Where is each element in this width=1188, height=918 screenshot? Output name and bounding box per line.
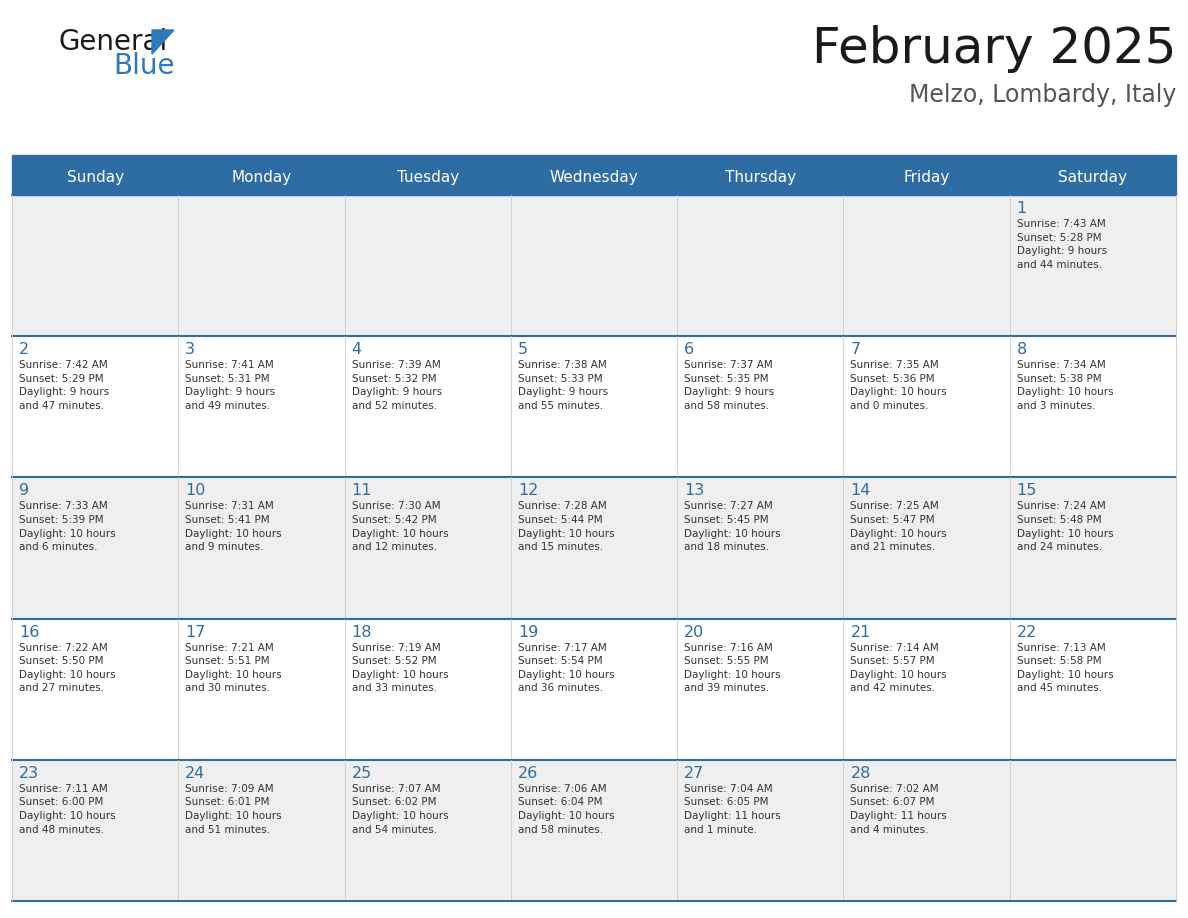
Text: General: General — [58, 28, 168, 56]
Text: Sunrise: 7:19 AM
Sunset: 5:52 PM
Daylight: 10 hours
and 33 minutes.: Sunrise: 7:19 AM Sunset: 5:52 PM Dayligh… — [352, 643, 448, 693]
Text: 24: 24 — [185, 766, 206, 781]
Text: Sunrise: 7:25 AM
Sunset: 5:47 PM
Daylight: 10 hours
and 21 minutes.: Sunrise: 7:25 AM Sunset: 5:47 PM Dayligh… — [851, 501, 947, 553]
Text: Sunrise: 7:16 AM
Sunset: 5:55 PM
Daylight: 10 hours
and 39 minutes.: Sunrise: 7:16 AM Sunset: 5:55 PM Dayligh… — [684, 643, 781, 693]
Text: 10: 10 — [185, 484, 206, 498]
Text: 26: 26 — [518, 766, 538, 781]
Text: Sunrise: 7:06 AM
Sunset: 6:04 PM
Daylight: 10 hours
and 58 minutes.: Sunrise: 7:06 AM Sunset: 6:04 PM Dayligh… — [518, 784, 614, 834]
Text: Sunrise: 7:42 AM
Sunset: 5:29 PM
Daylight: 9 hours
and 47 minutes.: Sunrise: 7:42 AM Sunset: 5:29 PM Dayligh… — [19, 360, 109, 411]
Text: Monday: Monday — [232, 170, 291, 185]
Text: 27: 27 — [684, 766, 704, 781]
Text: Sunrise: 7:17 AM
Sunset: 5:54 PM
Daylight: 10 hours
and 36 minutes.: Sunrise: 7:17 AM Sunset: 5:54 PM Dayligh… — [518, 643, 614, 693]
Text: Sunrise: 7:21 AM
Sunset: 5:51 PM
Daylight: 10 hours
and 30 minutes.: Sunrise: 7:21 AM Sunset: 5:51 PM Dayligh… — [185, 643, 282, 693]
Text: 5: 5 — [518, 342, 527, 357]
Text: 2: 2 — [19, 342, 30, 357]
Text: Sunrise: 7:30 AM
Sunset: 5:42 PM
Daylight: 10 hours
and 12 minutes.: Sunrise: 7:30 AM Sunset: 5:42 PM Dayligh… — [352, 501, 448, 553]
Text: February 2025: February 2025 — [811, 25, 1176, 73]
Text: Thursday: Thursday — [725, 170, 796, 185]
Text: Saturday: Saturday — [1059, 170, 1127, 185]
Text: Sunrise: 7:31 AM
Sunset: 5:41 PM
Daylight: 10 hours
and 9 minutes.: Sunrise: 7:31 AM Sunset: 5:41 PM Dayligh… — [185, 501, 282, 553]
Text: Sunrise: 7:43 AM
Sunset: 5:28 PM
Daylight: 9 hours
and 44 minutes.: Sunrise: 7:43 AM Sunset: 5:28 PM Dayligh… — [1017, 219, 1107, 270]
Text: 22: 22 — [1017, 624, 1037, 640]
Text: 14: 14 — [851, 484, 871, 498]
Text: 12: 12 — [518, 484, 538, 498]
Text: Sunrise: 7:11 AM
Sunset: 6:00 PM
Daylight: 10 hours
and 48 minutes.: Sunrise: 7:11 AM Sunset: 6:00 PM Dayligh… — [19, 784, 115, 834]
Text: 4: 4 — [352, 342, 361, 357]
Bar — [12, 160, 1176, 195]
Text: Sunday: Sunday — [67, 170, 124, 185]
Bar — [12, 336, 1176, 477]
Text: 9: 9 — [19, 484, 30, 498]
Text: 8: 8 — [1017, 342, 1026, 357]
Text: Sunrise: 7:13 AM
Sunset: 5:58 PM
Daylight: 10 hours
and 45 minutes.: Sunrise: 7:13 AM Sunset: 5:58 PM Dayligh… — [1017, 643, 1113, 693]
Text: Sunrise: 7:07 AM
Sunset: 6:02 PM
Daylight: 10 hours
and 54 minutes.: Sunrise: 7:07 AM Sunset: 6:02 PM Dayligh… — [352, 784, 448, 834]
Text: 7: 7 — [851, 342, 860, 357]
Text: 16: 16 — [19, 624, 39, 640]
Text: 28: 28 — [851, 766, 871, 781]
Bar — [12, 619, 1176, 760]
Text: 3: 3 — [185, 342, 195, 357]
Bar — [12, 155, 1176, 160]
Text: 11: 11 — [352, 484, 372, 498]
Text: 15: 15 — [1017, 484, 1037, 498]
Text: Sunrise: 7:33 AM
Sunset: 5:39 PM
Daylight: 10 hours
and 6 minutes.: Sunrise: 7:33 AM Sunset: 5:39 PM Dayligh… — [19, 501, 115, 553]
Text: Melzo, Lombardy, Italy: Melzo, Lombardy, Italy — [909, 83, 1176, 107]
Text: Sunrise: 7:27 AM
Sunset: 5:45 PM
Daylight: 10 hours
and 18 minutes.: Sunrise: 7:27 AM Sunset: 5:45 PM Dayligh… — [684, 501, 781, 553]
Text: 6: 6 — [684, 342, 694, 357]
Polygon shape — [152, 30, 173, 54]
Text: Sunrise: 7:34 AM
Sunset: 5:38 PM
Daylight: 10 hours
and 3 minutes.: Sunrise: 7:34 AM Sunset: 5:38 PM Dayligh… — [1017, 360, 1113, 411]
Text: 18: 18 — [352, 624, 372, 640]
Text: Friday: Friday — [903, 170, 949, 185]
Text: Sunrise: 7:39 AM
Sunset: 5:32 PM
Daylight: 9 hours
and 52 minutes.: Sunrise: 7:39 AM Sunset: 5:32 PM Dayligh… — [352, 360, 442, 411]
Bar — [12, 195, 1176, 336]
Bar — [12, 477, 1176, 619]
Text: Sunrise: 7:38 AM
Sunset: 5:33 PM
Daylight: 9 hours
and 55 minutes.: Sunrise: 7:38 AM Sunset: 5:33 PM Dayligh… — [518, 360, 608, 411]
Text: Tuesday: Tuesday — [397, 170, 459, 185]
Text: Sunrise: 7:28 AM
Sunset: 5:44 PM
Daylight: 10 hours
and 15 minutes.: Sunrise: 7:28 AM Sunset: 5:44 PM Dayligh… — [518, 501, 614, 553]
Text: Sunrise: 7:35 AM
Sunset: 5:36 PM
Daylight: 10 hours
and 0 minutes.: Sunrise: 7:35 AM Sunset: 5:36 PM Dayligh… — [851, 360, 947, 411]
Text: Sunrise: 7:37 AM
Sunset: 5:35 PM
Daylight: 9 hours
and 58 minutes.: Sunrise: 7:37 AM Sunset: 5:35 PM Dayligh… — [684, 360, 775, 411]
Text: Blue: Blue — [113, 52, 175, 80]
Text: Sunrise: 7:24 AM
Sunset: 5:48 PM
Daylight: 10 hours
and 24 minutes.: Sunrise: 7:24 AM Sunset: 5:48 PM Dayligh… — [1017, 501, 1113, 553]
Text: 17: 17 — [185, 624, 206, 640]
Text: 25: 25 — [352, 766, 372, 781]
Text: 13: 13 — [684, 484, 704, 498]
Text: Sunrise: 7:09 AM
Sunset: 6:01 PM
Daylight: 10 hours
and 51 minutes.: Sunrise: 7:09 AM Sunset: 6:01 PM Dayligh… — [185, 784, 282, 834]
Text: Wednesday: Wednesday — [550, 170, 638, 185]
Text: Sunrise: 7:02 AM
Sunset: 6:07 PM
Daylight: 11 hours
and 4 minutes.: Sunrise: 7:02 AM Sunset: 6:07 PM Dayligh… — [851, 784, 947, 834]
Text: Sunrise: 7:04 AM
Sunset: 6:05 PM
Daylight: 11 hours
and 1 minute.: Sunrise: 7:04 AM Sunset: 6:05 PM Dayligh… — [684, 784, 781, 834]
Bar — [12, 760, 1176, 901]
Text: Sunrise: 7:41 AM
Sunset: 5:31 PM
Daylight: 9 hours
and 49 minutes.: Sunrise: 7:41 AM Sunset: 5:31 PM Dayligh… — [185, 360, 276, 411]
Text: Sunrise: 7:22 AM
Sunset: 5:50 PM
Daylight: 10 hours
and 27 minutes.: Sunrise: 7:22 AM Sunset: 5:50 PM Dayligh… — [19, 643, 115, 693]
Text: 1: 1 — [1017, 201, 1026, 216]
Text: 19: 19 — [518, 624, 538, 640]
Text: 23: 23 — [19, 766, 39, 781]
Text: Sunrise: 7:14 AM
Sunset: 5:57 PM
Daylight: 10 hours
and 42 minutes.: Sunrise: 7:14 AM Sunset: 5:57 PM Dayligh… — [851, 643, 947, 693]
Text: 21: 21 — [851, 624, 871, 640]
Text: 20: 20 — [684, 624, 704, 640]
